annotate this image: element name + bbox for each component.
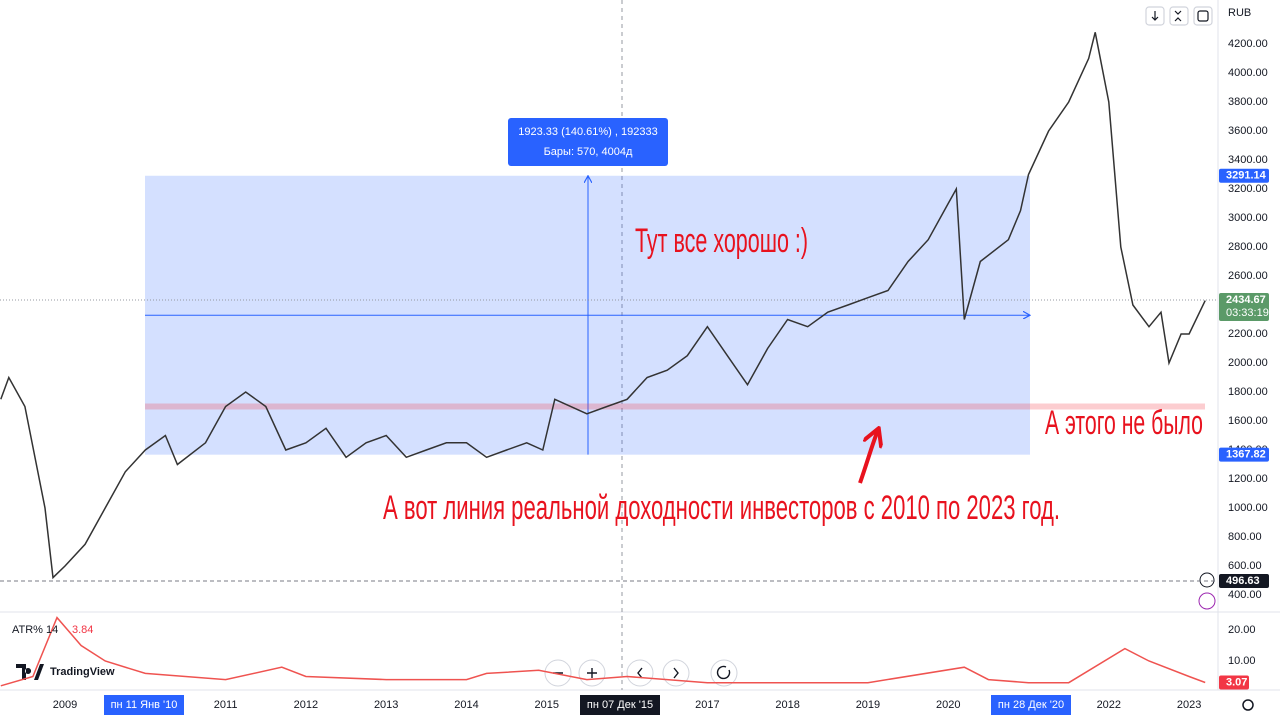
crosshair-date: пн 28 Дек '20	[998, 699, 1064, 711]
crosshair-date: пн 07 Дек '15	[587, 699, 653, 711]
logo-mark	[16, 664, 44, 680]
price-line	[0, 32, 1206, 580]
x-tick-label: 2011	[214, 699, 238, 711]
measure-text: 1923.33 (140.61%) , 192333	[518, 126, 657, 138]
crosshair-date-box	[991, 695, 1071, 715]
currency: RUB	[1228, 7, 1251, 19]
atr-last-label: 3.07	[1226, 676, 1247, 688]
y-tick-label: 3600.00	[1228, 125, 1268, 137]
y-tick-label: 4000.00	[1228, 67, 1268, 79]
x-tick-label: 2012	[294, 699, 318, 711]
x-tick-label: 2013	[374, 699, 398, 711]
y-tick-label: 800.00	[1228, 531, 1262, 543]
scroll-left[interactable]	[626, 659, 654, 687]
y-tick-label: 3000.00	[1228, 212, 1268, 224]
logo	[16, 664, 44, 680]
plus-button[interactable]	[1199, 572, 1215, 588]
y-tick-label: 4200.00	[1228, 38, 1268, 50]
logo-text: TradingView	[50, 666, 115, 678]
icon	[1197, 10, 1209, 22]
low-marker-label: 496.63	[1226, 575, 1260, 587]
y-tick-label: 2600.00	[1228, 270, 1268, 282]
y-tick-label: 2200.00	[1228, 328, 1268, 340]
toolbar[interactable]	[1145, 6, 1213, 26]
y-tick-label: 20.00	[1228, 624, 1256, 636]
x-tick-label: 2022	[1097, 699, 1121, 711]
y-tick-label: 1800.00	[1228, 386, 1268, 398]
atr-last-box	[1219, 675, 1249, 690]
y-tick-label: 10.00	[1228, 655, 1256, 667]
atr-value: 3.84	[72, 624, 93, 636]
x-tick-label: 2015	[535, 699, 559, 711]
x-tick-label: 2018	[775, 699, 799, 711]
crosshair-date: пн 11 Янв '10	[111, 699, 178, 711]
last-price-label: 2434.67	[1226, 294, 1266, 306]
alert-button[interactable]	[1198, 592, 1216, 610]
annotation-arrow	[858, 430, 878, 484]
x-tick-label: 2014	[454, 699, 478, 711]
range-high-label-box	[1219, 168, 1269, 183]
button[interactable]	[1145, 6, 1165, 26]
y-tick-label: 400.00	[1228, 589, 1262, 601]
crosshair-date-box	[104, 695, 184, 715]
range-low-label: 1367.82	[1226, 449, 1266, 461]
x-tick-label: 2019	[856, 699, 880, 711]
last-price-label-box	[1219, 292, 1269, 321]
y-tick-label: 3200.00	[1228, 183, 1268, 195]
reset[interactable]	[710, 659, 738, 687]
icon	[1174, 10, 1182, 22]
button[interactable]	[1169, 6, 1189, 26]
measure-tooltip	[508, 118, 668, 166]
annotation: А вот линия реальной доходности инвестор…	[383, 489, 1060, 527]
low-marker-label-box	[1219, 574, 1269, 589]
icon	[1151, 11, 1159, 21]
y-tick-label: 3800.00	[1228, 96, 1268, 108]
countdown: 03:33:19	[1226, 307, 1269, 319]
y-tick-label: 600.00	[1228, 560, 1262, 572]
atr-title: ATR% 14	[12, 624, 58, 636]
scroll-right[interactable]	[662, 659, 690, 687]
x-tick-label: 2017	[695, 699, 719, 711]
annotation: А этого не было	[1045, 404, 1203, 442]
y-tick-label: 3400.00	[1228, 154, 1268, 166]
y-tick-label: 2800.00	[1228, 241, 1268, 253]
x-tick-label: 2009	[53, 699, 77, 711]
range-high-label: 3291.14	[1226, 170, 1267, 182]
crosshair-date-box	[580, 695, 660, 715]
button[interactable]	[1193, 6, 1213, 26]
atr-line	[0, 616, 1206, 687]
x-tick-label: 2023	[1177, 699, 1201, 711]
y-tick-label: 1600.00	[1228, 415, 1268, 427]
annotation: Тут все хорошо :)	[635, 222, 808, 260]
range-low-label-box	[1219, 447, 1269, 462]
icons	[553, 665, 731, 680]
y-tick-label: 1200.00	[1228, 473, 1268, 485]
x-tick-label: 2020	[936, 699, 960, 711]
measure-text: Бары: 570, 4004д	[544, 146, 633, 158]
y-tick-label: 2000.00	[1228, 357, 1268, 369]
y-tick-label: 1000.00	[1228, 502, 1268, 514]
settings[interactable]	[1242, 699, 1254, 711]
